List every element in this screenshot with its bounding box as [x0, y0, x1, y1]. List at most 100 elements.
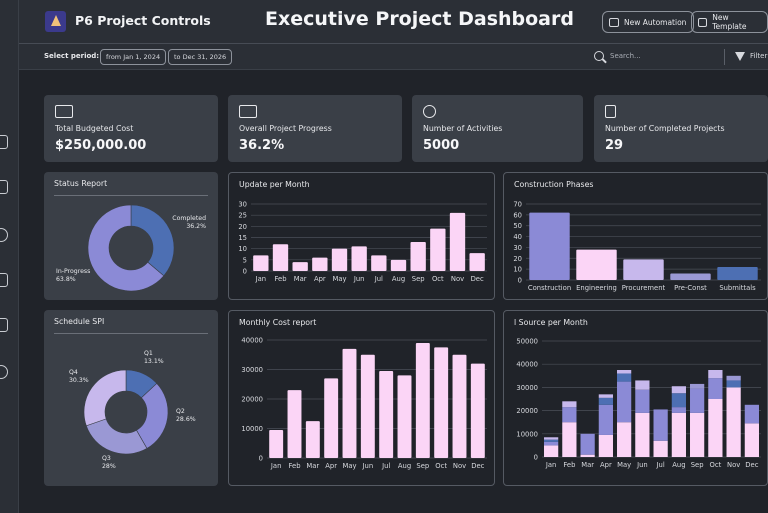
search-icon[interactable]: [594, 51, 604, 61]
new-automation-label: New Automation: [624, 17, 687, 27]
bar-segment: [726, 387, 741, 457]
bar: [576, 249, 617, 280]
date-from-picker[interactable]: from Jan 1, 2024: [100, 49, 167, 65]
x-tick-label: Procurement: [622, 284, 666, 292]
bar-segment: [544, 441, 559, 446]
bar-segment: [708, 399, 723, 457]
side-nav: [0, 0, 19, 513]
divider: [54, 333, 208, 334]
construction-phases-chart: 0 10 20 30 40 50 60 70 Construction Engineering Pr…: [513, 201, 761, 292]
source-per-month-chart: 0 10000 20000 30000 40000 50000 Jan Feb Mar Apr Ma…: [516, 338, 761, 469]
bar: [312, 257, 328, 271]
app-logo[interactable]: [45, 11, 66, 32]
x-tick-label: Construction: [528, 284, 571, 292]
bar-segment: [690, 383, 705, 389]
kpi-value: 36.2%: [239, 138, 285, 153]
y-tick-label: 10: [513, 266, 522, 274]
bell-icon[interactable]: [0, 180, 8, 194]
card-title: l Source per Month: [514, 318, 588, 327]
new-automation-button[interactable]: New Automation: [602, 11, 695, 33]
x-tick-label: May: [332, 275, 346, 283]
date-to-picker[interactable]: to Dec 31, 2026: [168, 49, 233, 65]
bar: [342, 348, 357, 458]
slice-value: 28%: [102, 463, 116, 470]
x-tick-label: Jun: [353, 275, 365, 283]
y-tick-label: 30000: [241, 366, 263, 374]
bar-segment: [726, 375, 741, 381]
x-tick-label: Oct: [709, 461, 721, 469]
kpi-label: Overall Project Progress: [239, 124, 332, 133]
bar: [670, 273, 711, 280]
bar: [379, 370, 394, 458]
slice-label: Q1: [144, 350, 153, 357]
x-tick-label: Jul: [374, 275, 383, 283]
home-icon[interactable]: [0, 135, 8, 149]
kpi-value: 29: [605, 138, 624, 153]
pie-slice: [83, 369, 127, 427]
calendar-icon[interactable]: [0, 273, 8, 287]
y-tick-label: 70: [513, 201, 522, 209]
bar: [371, 255, 387, 271]
y-tick-label: 25: [238, 212, 247, 220]
slice-value: 36.2%: [186, 223, 206, 230]
chart-icon: [239, 105, 257, 118]
x-tick-label: Dec: [745, 461, 758, 469]
x-tick-label: Aug: [392, 275, 405, 283]
bar-segment: [690, 412, 705, 457]
bar-segment: [671, 386, 686, 394]
robot-icon: [609, 17, 619, 27]
y-tick-label: 0: [534, 454, 538, 462]
bar-segment: [653, 409, 668, 441]
top-bar: P6 Project Controls Executive Project Da…: [19, 0, 768, 44]
bar-segment: [708, 378, 723, 399]
bar-segment: [671, 393, 686, 408]
bar: [305, 421, 320, 458]
kpi-card-completed: Number of Completed Projects 29: [594, 95, 768, 162]
y-tick-label: 10000: [241, 425, 263, 433]
settings-icon[interactable]: [0, 365, 8, 379]
bar-segment: [653, 440, 668, 457]
new-template-button[interactable]: New Template: [691, 11, 768, 33]
bar-segment: [598, 394, 613, 398]
dashboard-icon[interactable]: [0, 228, 8, 242]
kpi-value: $250,000.00: [55, 138, 147, 153]
y-tick-label: 10: [238, 245, 247, 253]
y-tick-label: 30: [238, 201, 247, 209]
x-tick-label: Nov: [451, 275, 464, 283]
slice-label: Q4: [69, 369, 78, 376]
period-label: Select period:: [44, 52, 100, 60]
search-input[interactable]: Search...: [610, 52, 641, 60]
kpi-card-progress: Overall Project Progress 36.2%: [228, 95, 402, 162]
bar: [430, 228, 446, 271]
bar-segment: [598, 434, 613, 457]
bar-segment: [598, 404, 613, 435]
x-tick-label: Apr: [314, 275, 326, 283]
y-tick-label: 15: [238, 234, 247, 242]
y-tick-label: 40000: [241, 337, 263, 345]
bar-segment: [580, 454, 595, 457]
bar: [397, 375, 412, 458]
x-tick-label: Feb: [288, 462, 300, 470]
y-tick-label: 5: [243, 256, 247, 264]
bar-segment: [708, 370, 723, 379]
trophy-icon[interactable]: [0, 318, 8, 332]
new-template-label: New Template: [712, 13, 747, 31]
y-tick-label: 50: [513, 222, 522, 230]
x-tick-label: Mar: [294, 275, 307, 283]
bar-segment: [744, 404, 759, 424]
x-tick-label: Jan: [545, 461, 556, 469]
filter-icon[interactable]: [735, 52, 745, 61]
slice-value: 28.6%: [176, 416, 196, 423]
update-per-month-card: Update per Month 0 5 10 15 20 25 30 Jan Feb Mar Ap…: [228, 172, 495, 300]
bar: [415, 342, 430, 458]
x-tick-label: Aug: [398, 462, 411, 470]
bar-segment: [726, 380, 741, 388]
bar: [452, 354, 467, 458]
kpi-label: Total Budgeted Cost: [55, 124, 134, 133]
filter-button[interactable]: Filter: [750, 52, 768, 60]
clipboard-icon: [605, 105, 616, 118]
y-tick-label: 40: [513, 233, 522, 241]
slice-label: Q2: [176, 408, 185, 415]
x-tick-label: Dec: [471, 275, 484, 283]
